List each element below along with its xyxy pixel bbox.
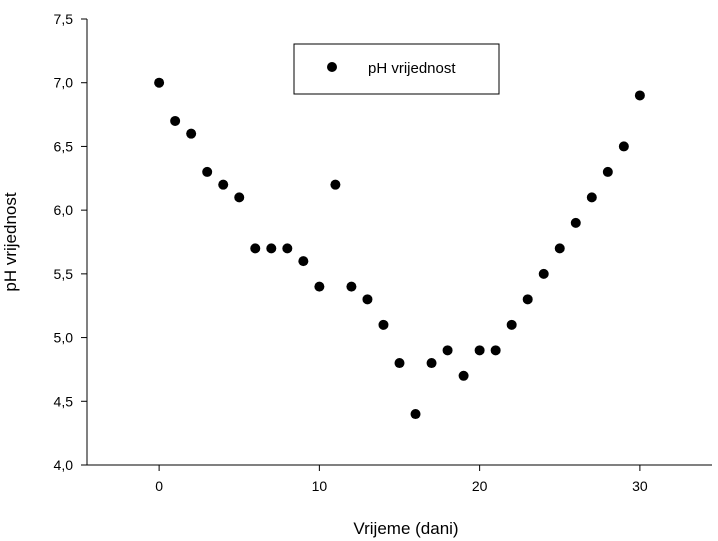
data-point [346,281,357,292]
x-tick-label: 0 [155,478,163,494]
legend-marker [327,62,337,72]
data-point [426,358,437,369]
data-point [538,268,549,279]
y-tick-label: 5,5 [54,266,74,282]
data-point [266,243,277,254]
data-point [202,166,213,177]
data-point [394,358,405,369]
data-point [282,243,293,254]
y-tick-label: 4,5 [54,393,74,409]
y-axis-ticks: 4,0 4,5 5,0 5,5 6,0 6,5 7,0 7,5 [54,11,87,473]
data-point [170,115,181,126]
data-point [218,179,229,190]
x-tick-label: 20 [472,478,488,494]
data-point [634,90,645,101]
x-axis-ticks: 0 10 20 30 [155,465,648,494]
data-point [250,243,261,254]
y-tick-label: 7,5 [54,11,74,27]
y-tick-label: 5,0 [54,330,74,346]
y-tick-label: 6,0 [54,202,74,218]
data-point [602,166,613,177]
data-point [490,345,501,356]
data-point [410,409,421,420]
data-point [618,141,629,152]
data-point [522,294,533,305]
legend: pH vrijednost [293,43,500,95]
data-point [506,319,517,330]
data-point [458,370,469,381]
y-axis-label: pH vrijednost [1,192,20,291]
legend-label: pH vrijednost [368,60,456,77]
data-point [554,243,565,254]
data-point [362,294,373,305]
data-point [186,128,197,139]
data-point [474,345,485,356]
y-tick-label: 4,0 [54,457,74,473]
data-point [314,281,325,292]
x-tick-label: 30 [632,478,648,494]
data-point [234,192,245,203]
data-points [154,77,645,420]
y-tick-label: 7,0 [54,75,74,91]
data-point [330,179,341,190]
data-point [442,345,453,356]
x-tick-label: 10 [312,478,328,494]
y-tick-label: 6,5 [54,138,74,154]
x-axis-label: Vrijeme (dani) [353,519,458,538]
data-point [570,217,581,228]
data-point [378,319,389,330]
data-point [298,256,309,267]
data-point [586,192,597,203]
data-point [154,77,165,88]
